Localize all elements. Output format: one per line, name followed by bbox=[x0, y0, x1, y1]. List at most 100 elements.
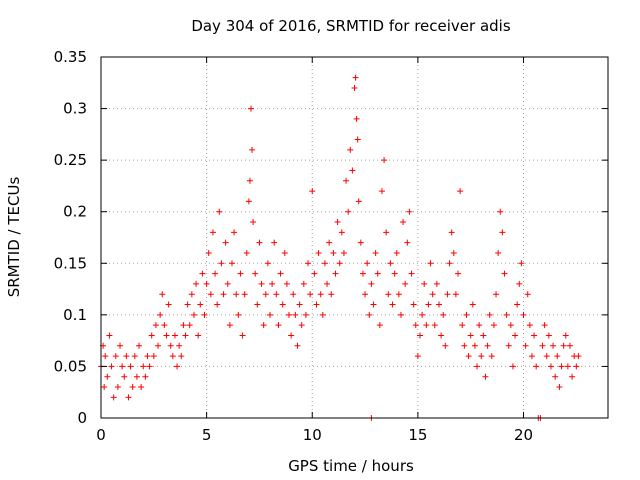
data-point-marker bbox=[101, 384, 108, 391]
data-point-marker bbox=[370, 301, 377, 308]
data-point-marker bbox=[499, 229, 506, 236]
data-point-marker bbox=[326, 239, 333, 246]
data-point-marker bbox=[205, 249, 212, 256]
data-point-marker bbox=[252, 270, 259, 277]
data-point-marker bbox=[125, 394, 132, 401]
data-point-marker bbox=[220, 291, 227, 298]
data-point-marker bbox=[438, 332, 445, 339]
data-point-marker bbox=[212, 270, 219, 277]
data-point-marker bbox=[108, 363, 115, 370]
data-point-marker bbox=[152, 322, 159, 329]
data-point-marker bbox=[354, 136, 361, 143]
data-point-marker bbox=[518, 260, 525, 267]
x-tick-label: 5 bbox=[202, 426, 212, 444]
data-point-marker bbox=[288, 332, 295, 339]
data-point-marker bbox=[404, 239, 411, 246]
data-point-marker bbox=[397, 311, 404, 318]
data-point-marker bbox=[528, 353, 535, 360]
data-point-marker bbox=[233, 291, 240, 298]
data-point-marker bbox=[336, 260, 343, 267]
data-point-marker bbox=[305, 260, 312, 267]
y-tick-label: 0.05 bbox=[54, 357, 87, 375]
data-point-marker bbox=[425, 301, 432, 308]
data-point-marker bbox=[203, 280, 210, 287]
plot-frame bbox=[100, 56, 609, 419]
data-point-marker bbox=[256, 239, 263, 246]
data-point-marker bbox=[138, 384, 145, 391]
data-point-marker bbox=[423, 322, 430, 329]
data-point-marker bbox=[372, 249, 379, 256]
data-point-marker bbox=[311, 270, 318, 277]
data-point-marker bbox=[512, 332, 519, 339]
data-point-marker bbox=[104, 373, 111, 380]
data-point-marker bbox=[133, 373, 140, 380]
data-point-marker bbox=[245, 198, 252, 205]
data-point-marker bbox=[226, 322, 233, 329]
data-point-marker bbox=[395, 291, 402, 298]
data-point-marker bbox=[340, 249, 347, 256]
data-point-marker bbox=[127, 363, 134, 370]
data-point-marker bbox=[131, 353, 138, 360]
data-point-marker bbox=[199, 270, 206, 277]
data-point-marker bbox=[332, 270, 339, 277]
data-point-marker bbox=[421, 280, 428, 287]
y-tick-label: 0.2 bbox=[63, 203, 87, 221]
data-point-marker bbox=[539, 342, 546, 349]
data-point-marker bbox=[283, 280, 290, 287]
data-point-marker bbox=[140, 363, 147, 370]
data-point-marker bbox=[410, 301, 417, 308]
data-point-marker bbox=[433, 280, 440, 287]
data-point-marker bbox=[505, 342, 512, 349]
data-point-marker bbox=[416, 332, 423, 339]
data-point-marker bbox=[378, 188, 385, 195]
data-point-marker bbox=[150, 353, 157, 360]
data-point-marker bbox=[531, 332, 538, 339]
data-point-marker bbox=[391, 270, 398, 277]
data-point-marker bbox=[545, 332, 552, 339]
data-point-marker bbox=[117, 342, 124, 349]
data-point-marker bbox=[190, 311, 197, 318]
data-point-marker bbox=[467, 332, 474, 339]
data-point-marker bbox=[362, 291, 369, 298]
data-point-marker bbox=[562, 332, 569, 339]
data-point-marker bbox=[193, 280, 200, 287]
data-point-marker bbox=[560, 342, 567, 349]
data-point-marker bbox=[558, 363, 565, 370]
y-tick-label: 0 bbox=[77, 409, 87, 427]
data-point-marker bbox=[442, 342, 449, 349]
data-point-marker bbox=[349, 167, 356, 174]
y-tick-label: 0.15 bbox=[54, 254, 87, 272]
data-point-marker bbox=[330, 249, 337, 256]
data-point-marker bbox=[144, 353, 151, 360]
data-point-marker bbox=[353, 115, 360, 122]
data-point-marker bbox=[400, 219, 407, 226]
data-point-marker bbox=[436, 301, 442, 308]
data-point-marker bbox=[406, 208, 413, 215]
data-point-marker bbox=[102, 353, 109, 360]
data-point-marker bbox=[338, 229, 345, 236]
data-point-marker bbox=[148, 332, 155, 339]
data-point-marker bbox=[408, 270, 415, 277]
data-points bbox=[98, 74, 582, 421]
data-point-marker bbox=[267, 311, 273, 318]
data-point-marker bbox=[351, 84, 358, 91]
data-point-marker bbox=[188, 291, 195, 298]
data-point-marker bbox=[121, 373, 128, 380]
data-point-marker bbox=[317, 291, 324, 298]
data-point-marker bbox=[431, 322, 438, 329]
data-point-marker bbox=[556, 384, 563, 391]
data-point-marker bbox=[355, 198, 362, 205]
data-point-marker bbox=[106, 332, 113, 339]
data-point-marker bbox=[254, 301, 261, 308]
data-point-marker bbox=[180, 322, 187, 329]
data-point-marker bbox=[302, 311, 309, 318]
data-point-marker bbox=[541, 322, 548, 329]
data-point-marker bbox=[486, 311, 493, 318]
data-point-marker bbox=[501, 270, 508, 277]
data-point-marker bbox=[461, 342, 468, 349]
data-point-marker bbox=[155, 342, 162, 349]
x-tick-label: 20 bbox=[514, 426, 533, 444]
data-point-marker bbox=[186, 322, 193, 329]
